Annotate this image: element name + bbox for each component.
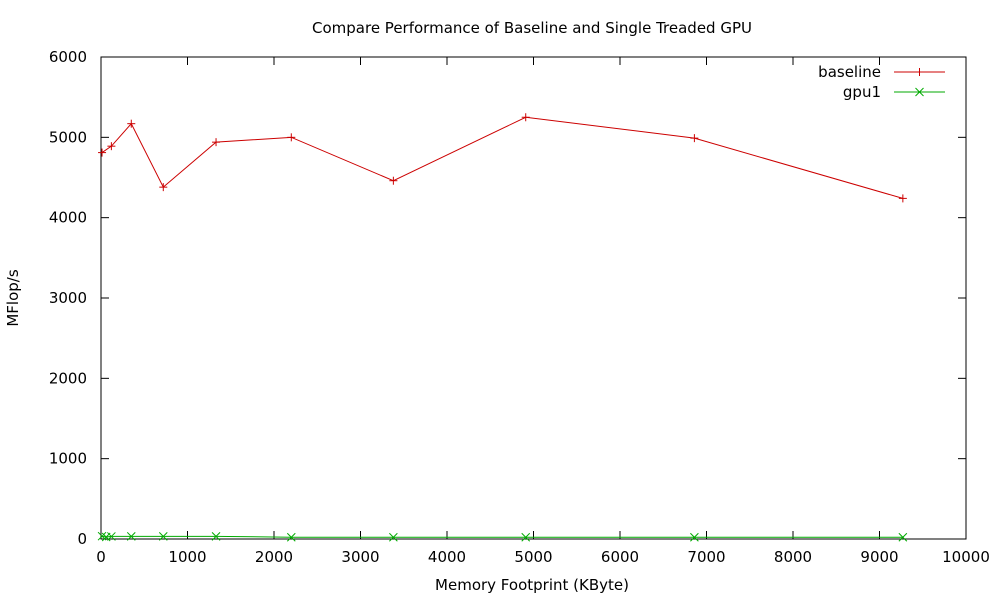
data-point-baseline xyxy=(898,194,907,203)
data-point-baseline xyxy=(212,138,221,147)
data-point-gpu1 xyxy=(690,532,699,542)
y-tick-label: 4000 xyxy=(49,209,87,227)
x-tick-label: 8000 xyxy=(774,548,812,566)
data-point-baseline xyxy=(127,119,136,128)
x-tick-label: 1000 xyxy=(168,548,206,566)
data-point-baseline xyxy=(107,142,116,151)
axis-ticks xyxy=(100,56,967,540)
x-tick-label: 2000 xyxy=(255,548,293,566)
data-point-baseline xyxy=(98,148,107,157)
plot-area-border xyxy=(100,56,967,540)
x-tick-label: 10000 xyxy=(942,548,990,566)
data-point-baseline xyxy=(287,133,296,142)
y-tick-label: 1000 xyxy=(49,450,87,468)
data-point-gpu1 xyxy=(211,531,221,541)
data-point-baseline xyxy=(389,176,398,185)
legend-label-baseline: baseline xyxy=(818,63,881,81)
series-line-gpu1 xyxy=(101,535,903,538)
data-point-gpu1 xyxy=(126,531,136,541)
x-tick-label: 6000 xyxy=(601,548,639,566)
y-axis-title: MFlop/s xyxy=(4,269,22,326)
data-point-baseline xyxy=(159,183,168,192)
y-tick-label: 5000 xyxy=(49,128,87,146)
data-point-gpu1 xyxy=(286,532,296,542)
y-tick-label: 3000 xyxy=(49,289,87,307)
data-point-gpu1 xyxy=(389,532,398,542)
series-line-baseline xyxy=(101,116,903,199)
x-tick-label: 4000 xyxy=(428,548,466,566)
legend-marker-gpu1 xyxy=(915,87,924,97)
x-tick-label: 0 xyxy=(96,548,106,566)
x-tick-label: 5000 xyxy=(514,548,552,566)
data-point-gpu1 xyxy=(107,532,116,541)
tick-labels: 0 1000 2000 3000 4000 5000 6000 7000 8000 9000 100… xyxy=(49,48,990,566)
y-tick-label: 2000 xyxy=(49,369,87,387)
y-tick-label: 6000 xyxy=(49,48,87,66)
data-point-baseline xyxy=(521,113,530,122)
series-layer xyxy=(97,113,908,542)
data-point-baseline xyxy=(690,134,699,143)
x-axis-title: Memory Footprint (KByte) xyxy=(435,576,629,594)
x-tick-label: 3000 xyxy=(341,548,379,566)
chart-title: Compare Performance of Baseline and Sing… xyxy=(312,19,752,37)
data-point-gpu1 xyxy=(898,532,908,542)
x-tick-label: 9000 xyxy=(860,548,898,566)
data-point-gpu1 xyxy=(158,531,168,541)
y-tick-label: 0 xyxy=(77,530,87,548)
legend-label-gpu1: gpu1 xyxy=(843,83,881,101)
legend-marker-baseline xyxy=(915,68,924,76)
x-tick-label: 7000 xyxy=(687,548,725,566)
legend: baseline gpu1 xyxy=(818,63,945,101)
data-point-gpu1 xyxy=(521,532,531,542)
